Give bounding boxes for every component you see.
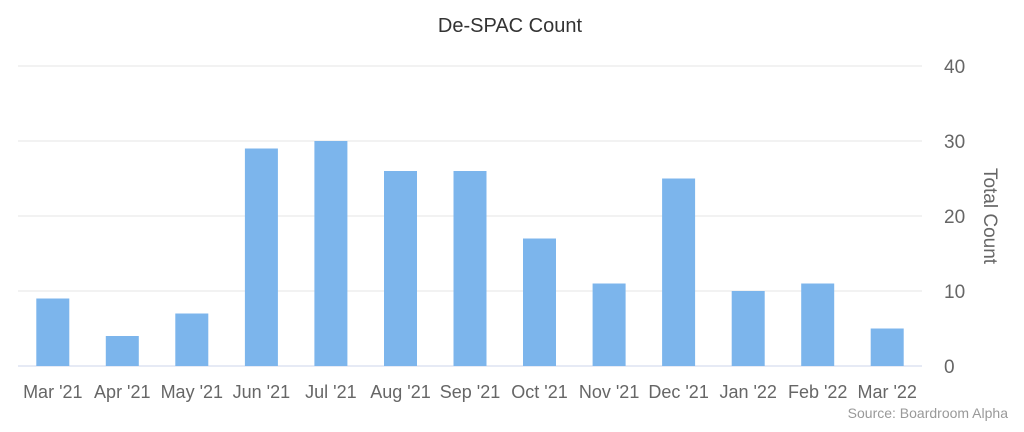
y-tick-label: 20 bbox=[944, 207, 965, 228]
bars bbox=[36, 141, 904, 367]
x-tick-label: Dec '21 bbox=[648, 382, 708, 402]
x-tick-label: May '21 bbox=[161, 382, 223, 402]
y-tick-label: 30 bbox=[944, 132, 965, 153]
chart-title: De-SPAC Count bbox=[438, 15, 583, 37]
x-axis-ticks: Mar '21 Apr '21 May '21 Jun '21 Jul '21 Aug '… bbox=[23, 382, 917, 402]
bar[interactable] bbox=[453, 171, 487, 366]
x-tick-label: Mar '22 bbox=[857, 382, 916, 402]
x-tick-label: Jan '22 bbox=[719, 382, 776, 402]
x-tick-label: Jul '21 bbox=[305, 382, 356, 402]
x-tick-label: Feb '22 bbox=[788, 382, 847, 402]
bar[interactable] bbox=[592, 283, 626, 367]
bar[interactable] bbox=[801, 283, 835, 367]
x-tick-label: Mar '21 bbox=[23, 382, 82, 402]
y-tick-label: 40 bbox=[944, 57, 965, 78]
y-tick-label: 10 bbox=[944, 282, 965, 303]
bar[interactable] bbox=[36, 298, 70, 367]
x-tick-label: Nov '21 bbox=[579, 382, 639, 402]
y-axis-title: Total Count bbox=[979, 168, 1000, 265]
credits-text: Source: Boardroom Alpha bbox=[848, 405, 1009, 421]
bar[interactable] bbox=[175, 313, 209, 367]
bar[interactable] bbox=[870, 328, 904, 367]
bar[interactable] bbox=[731, 291, 765, 366]
x-tick-label: Oct '21 bbox=[511, 382, 567, 402]
y-axis-ticks: 0 10 20 30 40 bbox=[944, 57, 965, 378]
bar[interactable] bbox=[314, 141, 348, 366]
bar[interactable] bbox=[523, 238, 556, 367]
bar[interactable] bbox=[384, 171, 417, 366]
bar[interactable] bbox=[244, 148, 278, 367]
x-tick-label: Aug '21 bbox=[370, 382, 431, 402]
bar[interactable] bbox=[105, 336, 139, 366]
bar[interactable] bbox=[662, 178, 696, 367]
y-tick-label: 0 bbox=[944, 357, 955, 378]
x-tick-label: Apr '21 bbox=[94, 382, 150, 402]
x-tick-label: Sep '21 bbox=[440, 382, 501, 402]
x-tick-label: Jun '21 bbox=[233, 382, 290, 402]
